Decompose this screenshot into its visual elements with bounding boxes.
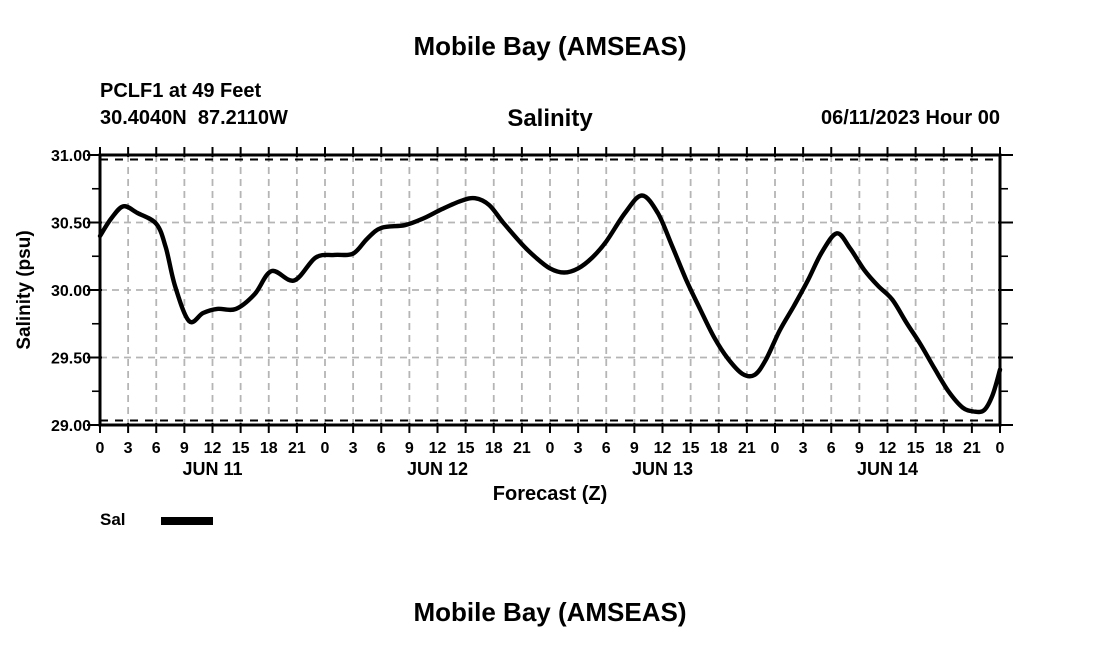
salinity-curve (97, 193, 1003, 415)
x-tick-label: 3 (574, 440, 583, 457)
y-axis-title: Salinity (psu) (14, 230, 35, 349)
x-tick-label: 3 (349, 440, 358, 457)
x-tick-label: 6 (827, 440, 836, 457)
next-chart-title: Mobile Bay (AMSEAS) (413, 597, 686, 627)
x-tick-label: 21 (288, 440, 306, 457)
run-date-label: 06/11/2023 Hour 00 (821, 107, 1000, 129)
x-tick-label: 9 (405, 440, 414, 457)
x-tick-label: 21 (513, 440, 531, 457)
legend-line-swatch (161, 517, 213, 525)
y-tick-label: 30.50 (51, 216, 91, 233)
x-tick-label: 21 (963, 440, 981, 457)
x-tick-label: 3 (124, 440, 133, 457)
y-tick-label: 31.00 (51, 148, 91, 165)
legend-label: Sal (100, 510, 126, 529)
day-label: JUN 12 (407, 459, 468, 479)
variable-title: Salinity (507, 105, 593, 132)
x-tick-label: 15 (682, 440, 700, 457)
x-tick-label: 6 (377, 440, 386, 457)
station-coordinates: 30.4040N 87.2110W (100, 107, 288, 129)
x-tick-label: 15 (907, 440, 925, 457)
x-tick-label: 0 (996, 440, 1005, 457)
x-tick-label: 9 (180, 440, 189, 457)
plot-generated-layer: 0 3 6 9 12 15 18 21 0 3 6 9 12 15 18 21 0 3 6 9 12 15 18 21 0 3 6 9… (51, 147, 1013, 525)
chart-title: Mobile Bay (AMSEAS) (413, 31, 686, 61)
y-tick-label: 29.00 (51, 418, 91, 435)
x-tick-label: 21 (738, 440, 756, 457)
x-tick-label: 3 (799, 440, 808, 457)
x-tick-label: 15 (457, 440, 475, 457)
x-tick-label: 9 (855, 440, 864, 457)
x-tick-label: 18 (935, 440, 953, 457)
x-tick-label: 12 (429, 440, 447, 457)
day-label: JUN 14 (857, 459, 918, 479)
x-tick-label: 12 (879, 440, 897, 457)
x-tick-label: 12 (204, 440, 222, 457)
x-tick-label: 12 (654, 440, 672, 457)
x-tick-label: 18 (485, 440, 503, 457)
station-label: PCLF1 at 49 Feet (100, 80, 262, 102)
x-tick-label: 0 (771, 440, 780, 457)
x-tick-label: 9 (630, 440, 639, 457)
x-tick-label: 15 (232, 440, 250, 457)
x-tick-label: 18 (710, 440, 728, 457)
x-tick-label: 6 (602, 440, 611, 457)
x-axis-title: Forecast (Z) (493, 483, 607, 505)
y-tick-label: 29.50 (51, 351, 91, 368)
x-tick-label: 0 (321, 440, 330, 457)
day-label: JUN 11 (182, 459, 242, 479)
day-label: JUN 13 (632, 459, 693, 479)
x-tick-label: 0 (96, 440, 105, 457)
x-tick-label: 18 (260, 440, 278, 457)
x-tick-label: 6 (152, 440, 161, 457)
x-tick-label: 0 (546, 440, 555, 457)
y-tick-label: 30.00 (51, 283, 91, 300)
